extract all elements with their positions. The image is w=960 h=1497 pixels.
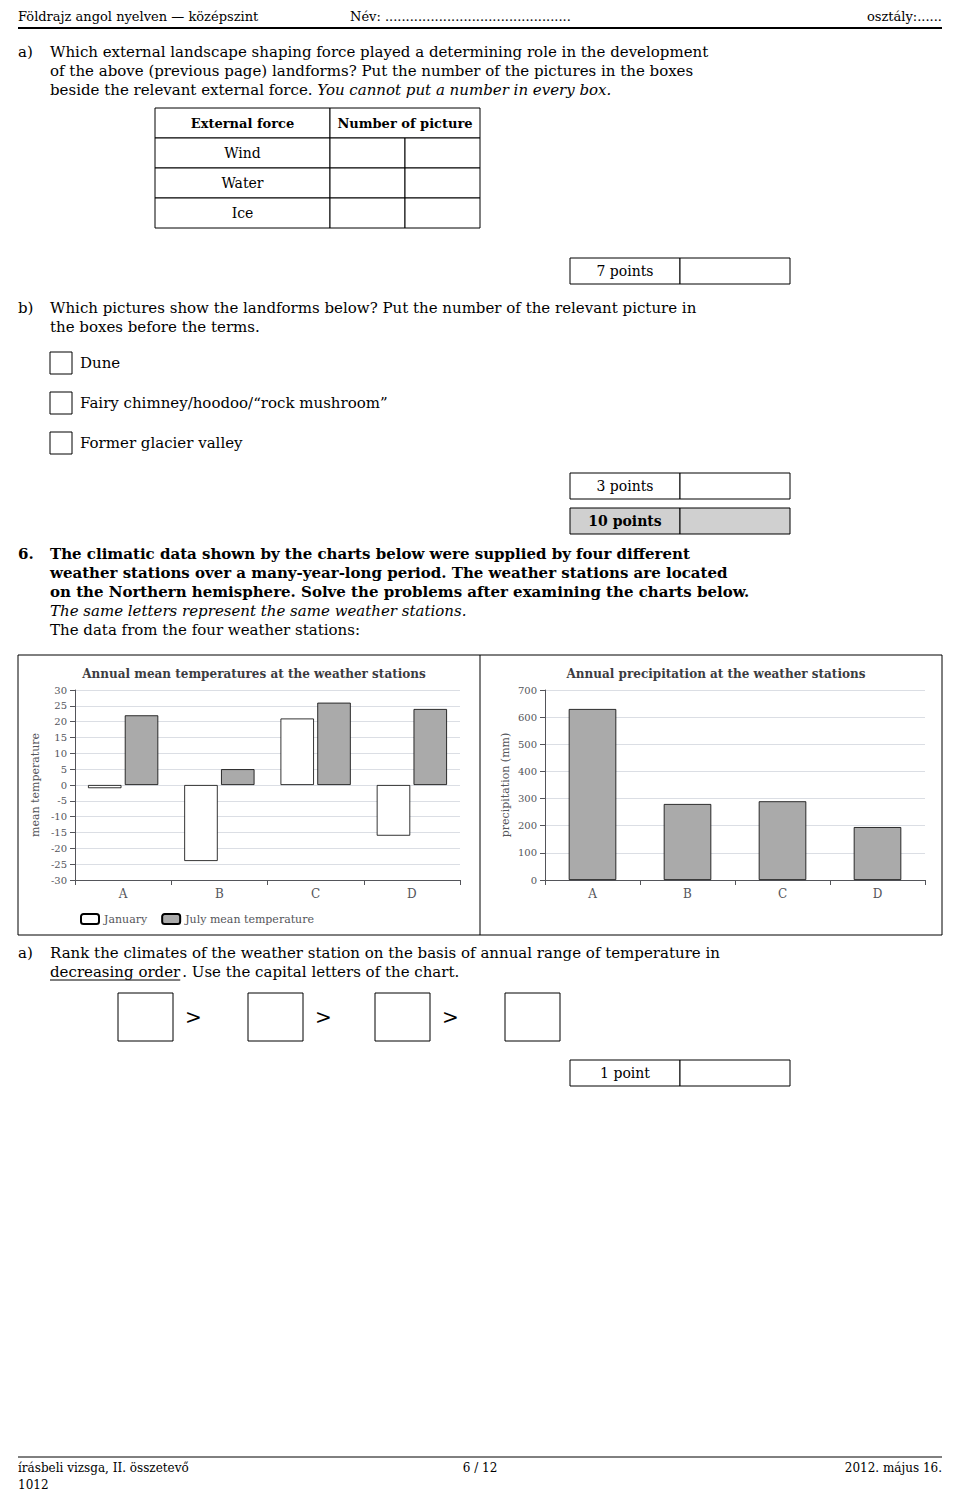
- svg-text:January: January: [103, 913, 148, 926]
- svg-text:Water: Water: [221, 175, 263, 191]
- svg-text:Dune: Dune: [80, 354, 120, 372]
- svg-text:6 / 12: 6 / 12: [463, 1461, 498, 1475]
- svg-text:You cannot put a number in eve: You cannot put a number in every box.: [317, 81, 611, 99]
- svg-text:10 points: 10 points: [588, 513, 661, 529]
- svg-text:beside the relevant external f: beside the relevant external force.: [50, 81, 313, 99]
- svg-text:600: 600: [518, 712, 537, 723]
- svg-text:-10: -10: [51, 811, 67, 822]
- svg-text:Former glacier valley: Former glacier valley: [80, 434, 243, 452]
- svg-text:2012. május 16.: 2012. május 16.: [845, 1461, 942, 1475]
- svg-text:>: >: [442, 1005, 459, 1029]
- svg-text:Ice: Ice: [232, 205, 254, 221]
- svg-text:500: 500: [518, 739, 537, 750]
- svg-text:C: C: [778, 887, 787, 901]
- svg-text:of the above (previous page) l: of the above (previous page) landforms? …: [50, 62, 693, 80]
- svg-text:D: D: [407, 887, 417, 901]
- svg-text:6.: 6.: [18, 545, 34, 563]
- svg-text:a): a): [18, 43, 33, 61]
- svg-text:The data from the four weather: The data from the four weather stations:: [50, 621, 360, 639]
- svg-text:400: 400: [518, 766, 537, 777]
- svg-text:b): b): [18, 299, 33, 317]
- svg-text:D: D: [873, 887, 883, 901]
- svg-text:Annual precipitation at the we: Annual precipitation at the weather stat…: [566, 667, 866, 681]
- svg-text:3 points: 3 points: [596, 478, 653, 494]
- svg-text:Wind: Wind: [224, 145, 261, 161]
- svg-text:20: 20: [54, 716, 67, 727]
- svg-text:weather stations over a many-y: weather stations over a many-year-long p…: [49, 564, 728, 582]
- svg-text:-20: -20: [51, 843, 67, 854]
- svg-text:0: 0: [531, 875, 537, 886]
- svg-text:the boxes before the terms.: the boxes before the terms.: [50, 318, 260, 336]
- svg-text:-15: -15: [51, 827, 67, 838]
- svg-text:. Use the capital letters of t: . Use the capital letters of the chart.: [182, 963, 459, 981]
- svg-text:>: >: [315, 1005, 332, 1029]
- svg-text:200: 200: [518, 820, 537, 831]
- svg-text:100: 100: [518, 847, 537, 858]
- svg-text:July mean temperature: July mean temperature: [184, 913, 314, 926]
- svg-text:írásbeli vizsga, II. összetevő: írásbeli vizsga, II. összetevő: [18, 1461, 189, 1475]
- svg-text:B: B: [215, 887, 224, 901]
- svg-text:Név: .........................: Név: ...................................…: [350, 9, 571, 24]
- svg-text:Which pictures show the landfo: Which pictures show the landforms below?…: [50, 299, 697, 317]
- svg-text:External force: External force: [191, 116, 294, 131]
- svg-text:Fairy chimney/hoodoo/“rock mus: Fairy chimney/hoodoo/“rock mushroom”: [80, 394, 388, 412]
- svg-text:-5: -5: [57, 795, 67, 806]
- svg-text:25: 25: [54, 700, 67, 711]
- svg-text:C: C: [311, 887, 320, 901]
- svg-text:Rank the climates of the weath: Rank the climates of the weather station…: [50, 944, 720, 962]
- svg-text:Number of picture: Number of picture: [337, 116, 472, 131]
- svg-text:5: 5: [61, 764, 67, 775]
- svg-text:0: 0: [61, 780, 67, 791]
- svg-text:-25: -25: [51, 859, 67, 870]
- svg-text:The climatic data shown by the: The climatic data shown by the charts be…: [50, 545, 690, 563]
- svg-text:a): a): [18, 944, 33, 962]
- svg-text:7 points: 7 points: [596, 263, 653, 279]
- svg-text:-30: -30: [51, 875, 67, 886]
- svg-text:>: >: [185, 1005, 202, 1029]
- svg-text:300: 300: [518, 793, 537, 804]
- svg-text:1012: 1012: [18, 1478, 49, 1492]
- svg-text:700: 700: [518, 685, 537, 696]
- svg-text:15: 15: [54, 732, 67, 743]
- svg-text:A: A: [587, 887, 597, 901]
- svg-text:The same letters represent the: The same letters represent the same weat…: [50, 602, 466, 620]
- svg-text:mean temperature: mean temperature: [29, 733, 42, 837]
- svg-text:Annual mean temperatures at th: Annual mean temperatures at the weather …: [81, 667, 426, 681]
- svg-text:on the Northern hemisphere. So: on the Northern hemisphere. Solve the pr…: [50, 583, 749, 601]
- svg-text:30: 30: [54, 685, 67, 696]
- svg-text:precipitation (mm): precipitation (mm): [499, 733, 512, 838]
- svg-text:A: A: [118, 887, 128, 901]
- svg-text:B: B: [683, 887, 692, 901]
- svg-text:Földrajz angol nyelven — közép: Földrajz angol nyelven — középszint: [18, 9, 259, 24]
- svg-text:1 point: 1 point: [600, 1065, 650, 1081]
- svg-text:osztály:......: osztály:......: [867, 9, 942, 24]
- svg-text:decreasing order: decreasing order: [50, 963, 181, 981]
- svg-text:10: 10: [54, 748, 67, 759]
- svg-text:Which external landscape shapi: Which external landscape shaping force p…: [50, 43, 708, 61]
